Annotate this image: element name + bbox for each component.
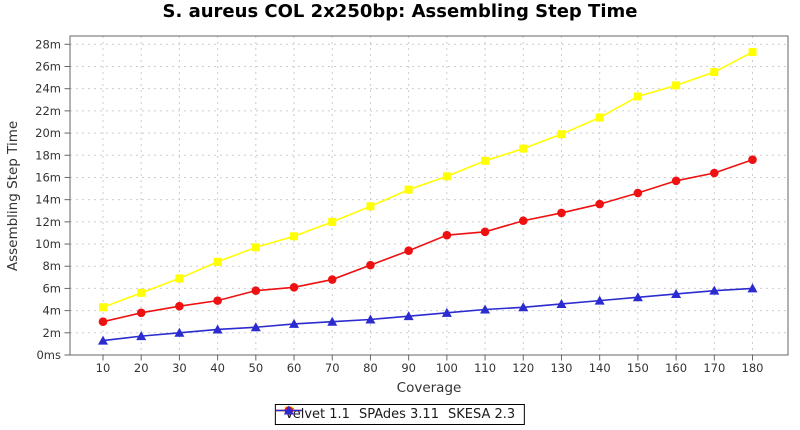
axis-tick-marks	[64, 43, 753, 361]
svg-text:50: 50	[249, 361, 264, 375]
svg-text:160: 160	[665, 361, 687, 375]
svg-text:170: 170	[703, 361, 725, 375]
svg-text:14m: 14m	[35, 193, 61, 207]
svg-text:10: 10	[96, 361, 111, 375]
svg-text:26m: 26m	[35, 59, 61, 73]
svg-text:20: 20	[134, 361, 149, 375]
svg-text:30: 30	[172, 361, 187, 375]
series-velvet-1-1	[99, 48, 757, 312]
x-axis-title: Coverage	[397, 380, 462, 396]
svg-text:60: 60	[287, 361, 302, 375]
svg-text:0ms: 0ms	[36, 348, 61, 362]
svg-text:180: 180	[742, 361, 764, 375]
legend-label-spades: SPAdes 3.11	[358, 407, 439, 422]
svg-text:24m: 24m	[35, 82, 61, 96]
svg-text:20m: 20m	[35, 126, 61, 140]
svg-text:6m: 6m	[42, 281, 61, 295]
legend-item-spades: SPAdes 3.11	[275, 406, 439, 422]
svg-text:2m: 2m	[42, 326, 61, 340]
series-layer	[98, 48, 758, 345]
svg-text:110: 110	[474, 361, 496, 375]
series-spades-3-11	[98, 155, 757, 327]
svg-text:140: 140	[589, 361, 611, 375]
chart-title: S. aureus COL 2x250bp: Assembling Step T…	[162, 1, 638, 22]
svg-text:120: 120	[512, 361, 534, 375]
svg-text:130: 130	[550, 361, 572, 375]
legend-item-skesa: SKESA 2.3	[275, 405, 516, 422]
svg-text:90: 90	[401, 361, 416, 375]
svg-text:100: 100	[436, 361, 458, 375]
axis-tick-labels: 0ms 2m 4m 6m 8m 10m 12m 14m 16m 18m 20m 22m 24m 26m 28…	[35, 37, 763, 375]
legend-marker-triangle-icon	[275, 405, 302, 415]
svg-text:28m: 28m	[35, 37, 61, 51]
svg-text:150: 150	[627, 361, 649, 375]
svg-text:8m: 8m	[42, 259, 61, 273]
svg-text:4m: 4m	[42, 304, 61, 318]
svg-text:12m: 12m	[35, 215, 61, 229]
svg-text:18m: 18m	[35, 148, 61, 162]
svg-text:22m: 22m	[35, 104, 61, 118]
svg-text:80: 80	[363, 361, 378, 375]
series-skesa-2-3	[98, 283, 758, 345]
plot-border	[69, 35, 789, 356]
y-axis-title: Assembling Step Time	[5, 121, 21, 271]
legend-label-skesa: SKESA 2.3	[447, 407, 516, 422]
legend: Velvet 1.1 SPAdes 3.11 SKESA 2.3	[274, 404, 526, 425]
svg-text:10m: 10m	[35, 237, 61, 251]
svg-text:70: 70	[325, 361, 340, 375]
svg-text:40: 40	[210, 361, 225, 375]
svg-text:16m: 16m	[35, 170, 61, 184]
